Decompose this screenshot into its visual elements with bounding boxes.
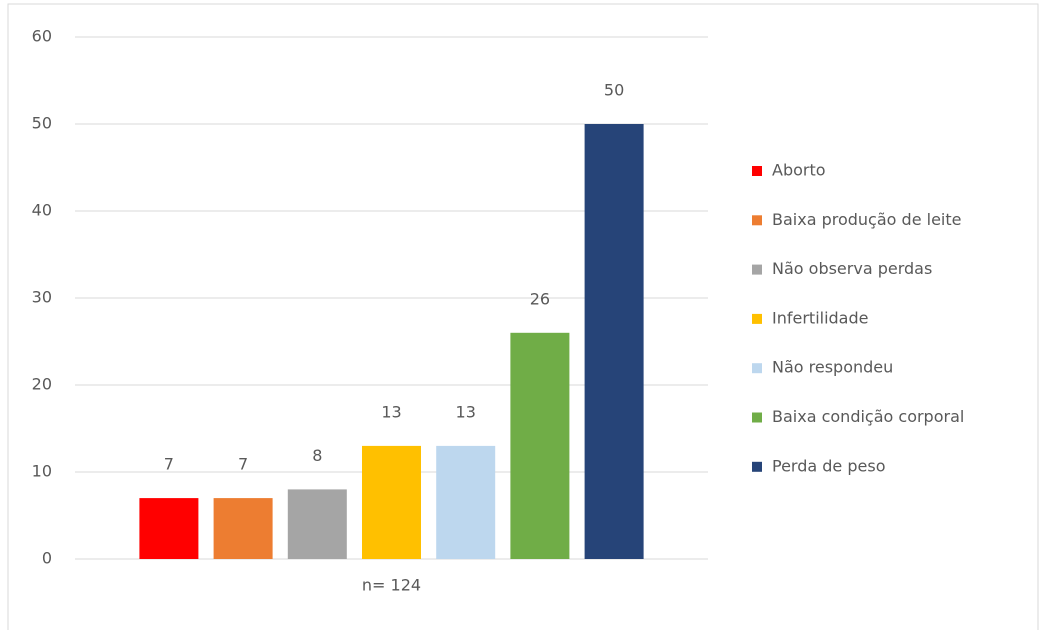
- data-label: 50: [604, 81, 624, 100]
- bar: [287, 489, 347, 559]
- legend-label: Não observa perdas: [772, 259, 932, 278]
- data-label: 7: [238, 455, 248, 474]
- bar: [362, 445, 421, 559]
- bar: [584, 124, 644, 559]
- data-label: 26: [530, 289, 550, 308]
- y-tick-label: 60: [32, 27, 52, 46]
- legend-label: Aborto: [772, 161, 826, 180]
- legend-swatch: [752, 313, 762, 324]
- data-label: 13: [456, 402, 476, 421]
- chart-border: [7, 3, 1039, 630]
- bar: [436, 445, 496, 559]
- legend-swatch: [752, 215, 762, 226]
- y-tick-label: 20: [32, 375, 52, 394]
- bar: [510, 332, 570, 559]
- y-tick-label: 40: [32, 201, 52, 220]
- bar: [213, 498, 273, 559]
- legend-label: Perda de peso: [772, 456, 885, 475]
- legend-label: Não respondeu: [772, 358, 893, 377]
- data-label: 7: [164, 455, 174, 474]
- y-tick-label: 0: [42, 549, 52, 568]
- legend-label: Baixa produção de leite: [772, 210, 961, 229]
- legend-label: Infertilidade: [772, 308, 868, 327]
- x-tick-label: n= 124: [362, 576, 421, 595]
- legend-swatch: [752, 166, 762, 176]
- y-tick-label: 30: [32, 288, 52, 307]
- data-label: 8: [312, 446, 322, 465]
- y-tick-label: 10: [32, 462, 52, 481]
- legend-swatch: [752, 412, 762, 423]
- y-tick-label: 50: [32, 114, 52, 133]
- data-label: 13: [381, 402, 401, 421]
- legend-swatch: [752, 363, 762, 374]
- bar: [139, 498, 199, 559]
- legend-swatch: [752, 461, 762, 472]
- legend-label: Baixa condição corporal: [772, 407, 964, 426]
- legend-swatch: [752, 264, 762, 275]
